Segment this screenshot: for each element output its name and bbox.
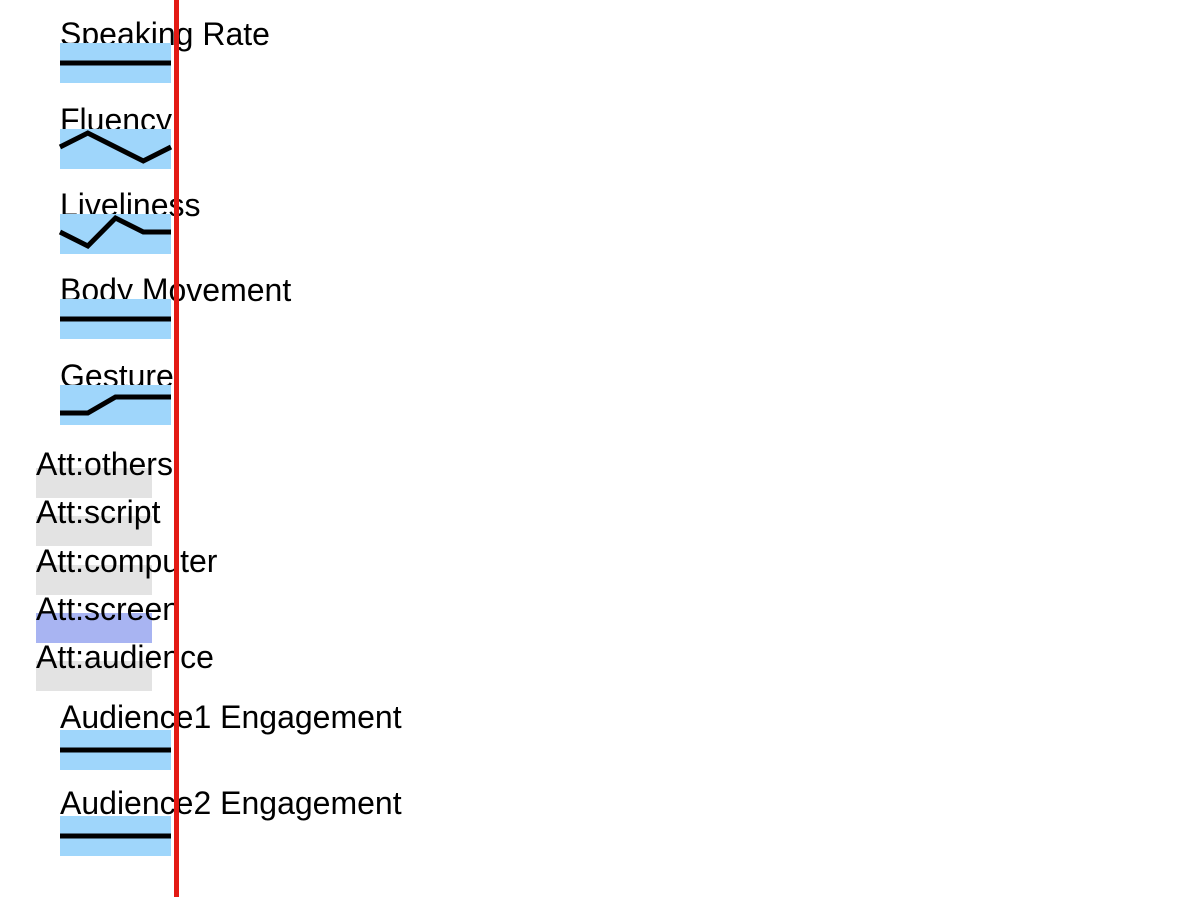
att-others-bar[interactable] [36,468,152,498]
fluency-line [58,130,173,164]
att-computer-bar[interactable] [36,565,152,595]
liveliness-line [58,214,171,250]
att-screen-label: Att:screen [36,591,181,627]
speaking-rate-sparkline [60,60,171,66]
liveliness-sparkline [58,214,171,250]
gesture-line [60,394,171,416]
att-screen-bar[interactable] [36,613,152,643]
gesture-sparkline [60,394,171,416]
att-script-bar[interactable] [36,516,152,546]
att-audience-bar[interactable] [36,661,152,691]
timeline-playhead[interactable] [174,0,179,897]
audience2-engagement-label: Audience2 Engagement [60,785,402,821]
att-script-label: Att:script [36,494,161,530]
fluency-sparkline [58,130,173,164]
att-others-label: Att:others [36,446,173,482]
audience1-engagement-sparkline [60,747,171,753]
audience1-engagement-label: Audience1 Engagement [60,699,402,735]
att-audience-label: Att:audience [36,639,214,675]
audience2-engagement-sparkline [60,833,171,839]
gesture-track[interactable] [60,385,171,425]
att-computer-label: Att:computer [36,543,218,579]
body-movement-sparkline [60,316,171,322]
